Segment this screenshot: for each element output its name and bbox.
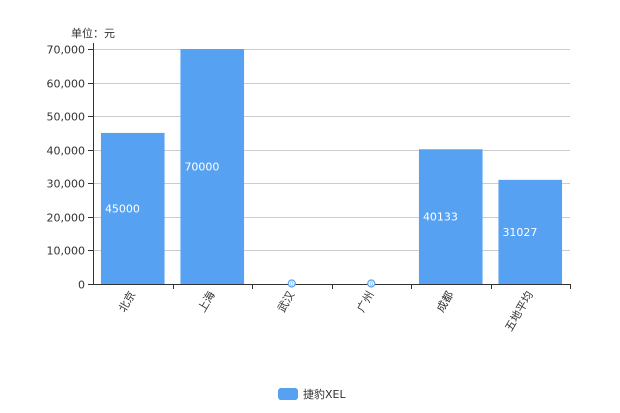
y-tick-label: 60,000 [47,78,86,91]
bar[interactable] [418,149,483,284]
bar[interactable] [100,132,165,284]
axes [88,43,571,289]
legend-label: 捷豹XEL [303,388,346,401]
bar[interactable] [498,179,563,284]
data-label: 45000 [105,202,140,215]
unit-label: 单位：元 [71,27,115,40]
bar[interactable] [180,49,245,284]
data-label: 31027 [502,226,537,239]
data-label: 0 [369,281,373,288]
x-tick-labels: 北京 上海 武汉 广州 成都 五地平均 [115,289,536,334]
y-tick-label: 10,000 [47,245,86,258]
y-tick-label: 50,000 [47,111,86,124]
x-tick-label: 武汉 [275,289,297,315]
bars [100,49,563,284]
y-tick-label: 30,000 [47,178,86,191]
data-label: 0 [290,281,294,288]
x-tick-label: 上海 [195,289,218,315]
y-tick-label: 70,000 [47,44,86,57]
legend[interactable]: 捷豹XEL [278,387,346,401]
data-label: 70000 [184,161,219,174]
y-tick-label: 0 [78,279,85,292]
x-tick-label: 五地平均 [503,289,536,334]
data-label: 40133 [423,211,458,224]
data-labels: 45000 70000 0 0 40133 31027 [105,161,538,289]
x-tick-label: 成都 [434,289,456,315]
legend-swatch [278,388,298,400]
y-tick-label: 20,000 [47,212,86,225]
x-tick-label: 广州 [355,289,377,315]
x-tick-label: 北京 [115,289,138,315]
y-tick-label: 40,000 [47,145,86,158]
zero-marker [367,279,376,288]
zero-marker [287,279,296,288]
y-tick-labels: 0 10,000 20,000 30,000 40,000 50,000 60,000 70,… [47,44,86,292]
grid-lines [93,49,570,251]
